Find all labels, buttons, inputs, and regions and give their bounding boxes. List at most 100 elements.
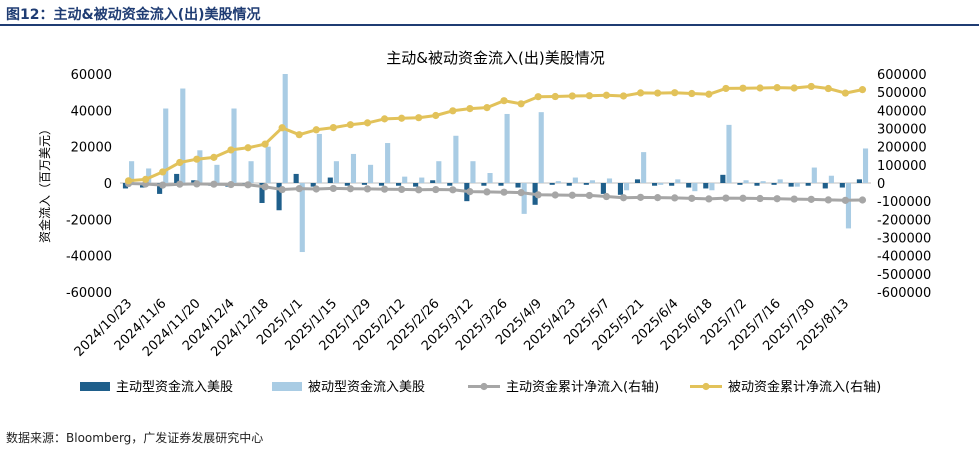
passive-cumulative-point xyxy=(210,153,218,161)
passive-cumulative-point xyxy=(176,158,184,167)
passive-cumulative-point xyxy=(346,121,355,129)
active-cumulative-point xyxy=(176,180,184,188)
source-note: 数据来源：Bloomberg，广发证券发展研究中心 xyxy=(6,431,264,445)
passive-flow-bar xyxy=(521,183,527,214)
passive-cumulative-point xyxy=(739,84,747,92)
passive-cumulative-point xyxy=(483,104,491,112)
passive-flow-bar xyxy=(845,183,852,229)
active-cumulative-point xyxy=(380,185,389,193)
passive-flow-bar xyxy=(129,161,135,183)
passive-cumulative-point xyxy=(517,100,525,108)
active-cumulative-point xyxy=(517,189,525,197)
active-cumulative-point xyxy=(790,195,798,203)
active-cumulative-point xyxy=(483,188,491,196)
active-cumulative-point xyxy=(585,191,593,200)
active-cumulative-point xyxy=(705,195,713,203)
chart-title: 主动&被动资金流入(出)美股情况 xyxy=(386,49,604,67)
passive-cumulative-point xyxy=(329,123,337,132)
active-cumulative-point xyxy=(346,185,355,193)
active-cumulative-point xyxy=(261,183,269,191)
active-flow-bar xyxy=(447,183,453,186)
passive-cumulative-point xyxy=(807,82,815,91)
active-flow-bar xyxy=(481,183,487,186)
passive-flow-bar xyxy=(589,180,595,183)
active-cumulative-point xyxy=(432,185,440,194)
active-cumulative-point xyxy=(363,185,372,193)
passive-cumulative-point xyxy=(363,119,372,127)
active-cumulative-point xyxy=(773,195,781,203)
active-flow-bar xyxy=(413,183,419,187)
active-flow-bar xyxy=(327,177,333,183)
y-tick-label: -40000 xyxy=(66,250,112,265)
y-tick-label: -20000 xyxy=(66,213,112,228)
active-cumulative-point xyxy=(858,196,867,204)
active-cumulative-point xyxy=(244,181,252,189)
active-flow-bar xyxy=(276,183,282,211)
passive-cumulative-point xyxy=(398,114,406,122)
active-cumulative-point xyxy=(193,180,201,188)
active-flow-bar xyxy=(174,173,180,183)
y2-tick-label: 100000 xyxy=(877,159,927,174)
active-cumulative-point xyxy=(329,184,337,193)
passive-cumulative-point xyxy=(756,84,764,92)
passive-cumulative-point xyxy=(841,89,849,97)
passive-cumulative-point xyxy=(415,114,423,122)
passive-cumulative-point xyxy=(602,91,611,99)
passive-cumulative-point xyxy=(858,86,867,94)
active-cumulative-point xyxy=(210,180,218,188)
active-cumulative-point xyxy=(636,193,645,201)
passive-cumulative-point xyxy=(773,84,781,92)
passive-flow-bar xyxy=(316,133,322,183)
passive-cumulative-point xyxy=(671,89,679,97)
active-cumulative-point xyxy=(756,194,764,203)
passive-cumulative-point xyxy=(568,92,576,100)
passive-flow-bar xyxy=(197,150,203,183)
passive-flow-bar xyxy=(624,183,630,191)
active-cumulative-point xyxy=(841,196,849,204)
passive-cumulative-point xyxy=(278,124,286,132)
legend-label: 被动资金累计净流入(右轴) xyxy=(728,379,881,395)
y2-tick-label: 300000 xyxy=(877,123,927,138)
passive-cumulative-point xyxy=(500,97,508,105)
active-flow-bar xyxy=(549,183,555,185)
active-flow-bar xyxy=(703,183,709,189)
passive-cumulative-point xyxy=(705,90,713,98)
active-flow-bar xyxy=(430,180,436,183)
passive-flow-bar xyxy=(419,177,425,183)
legend-label: 主动型资金流入美股 xyxy=(116,379,233,395)
active-flow-bar xyxy=(310,183,316,187)
passive-flow-bar xyxy=(709,183,715,191)
passive-cumulative-point xyxy=(312,126,320,134)
passive-flow-bar xyxy=(760,181,766,183)
legend-swatch xyxy=(80,382,110,391)
active-cumulative-point xyxy=(688,194,696,202)
y-tick-label: 0 xyxy=(104,177,112,192)
active-cumulative-point xyxy=(739,194,747,202)
y2-tick-label: 600000 xyxy=(877,68,927,83)
active-cumulative-point xyxy=(568,191,576,199)
passive-flow-bar xyxy=(180,88,186,183)
active-flow-bar xyxy=(686,183,692,188)
passive-cumulative-point xyxy=(295,131,303,139)
y2-tick-label: -600000 xyxy=(877,286,931,301)
active-cumulative-point xyxy=(654,194,662,202)
passive-flow-bar xyxy=(367,164,374,183)
passive-flow-bar xyxy=(692,183,698,192)
passive-flow-bar xyxy=(675,179,681,183)
passive-flow-bar xyxy=(504,113,510,183)
active-flow-bar xyxy=(669,183,675,186)
active-flow-bar xyxy=(122,183,129,189)
y2-tick-label: -500000 xyxy=(877,268,931,283)
passive-cumulative-point xyxy=(159,168,167,176)
passive-flow-bar xyxy=(862,148,869,183)
passive-flow-bar xyxy=(487,173,493,183)
active-cumulative-point xyxy=(807,195,815,203)
passive-cumulative-point xyxy=(619,92,628,100)
active-flow-bar xyxy=(566,183,572,186)
passive-cumulative-point xyxy=(790,84,798,92)
y2-tick-label: -400000 xyxy=(877,250,931,265)
active-cumulative-point xyxy=(398,185,406,194)
passive-cumulative-point xyxy=(551,92,559,101)
active-flow-bar xyxy=(617,183,624,195)
chart-legend: 主动型资金流入美股 被动型资金流入美股 主动资金累计净流入(右轴) 被动资金累计净流入… xyxy=(80,379,881,395)
